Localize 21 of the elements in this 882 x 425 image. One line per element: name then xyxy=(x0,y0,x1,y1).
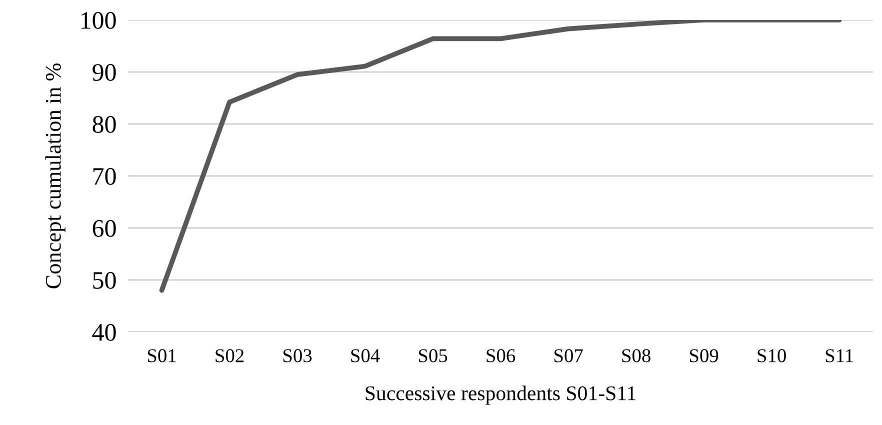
x-tick-label: S04 xyxy=(351,349,380,362)
x-tick-label: S05 xyxy=(418,349,448,362)
x-tick-label: S09 xyxy=(690,349,718,362)
y-tick-label: 70 xyxy=(93,168,116,185)
y-tick-label: 60 xyxy=(92,220,116,237)
x-tick-label: S02 xyxy=(216,349,244,362)
x-axis-title: Successive respondents S01-S11 xyxy=(366,386,636,405)
y-axis-title: Concept cumulation in % xyxy=(45,63,66,288)
x-tick-label: S03 xyxy=(283,349,312,362)
y-tick-label: 90 xyxy=(92,64,116,81)
line-series xyxy=(159,20,842,293)
x-tick-label: S10 xyxy=(758,349,786,362)
x-tick-label: S06 xyxy=(486,349,516,362)
x-tick-label: S11 xyxy=(826,349,853,362)
y-tick-label: 80 xyxy=(92,116,116,133)
x-tick-label: S07 xyxy=(554,349,583,362)
x-tick-label: S08 xyxy=(622,349,650,362)
y-tick-label: 50 xyxy=(93,272,116,289)
y-tick-label: 100 xyxy=(81,12,116,29)
x-tick-label: S01 xyxy=(148,349,176,362)
y-tick-label: 40 xyxy=(92,324,116,341)
